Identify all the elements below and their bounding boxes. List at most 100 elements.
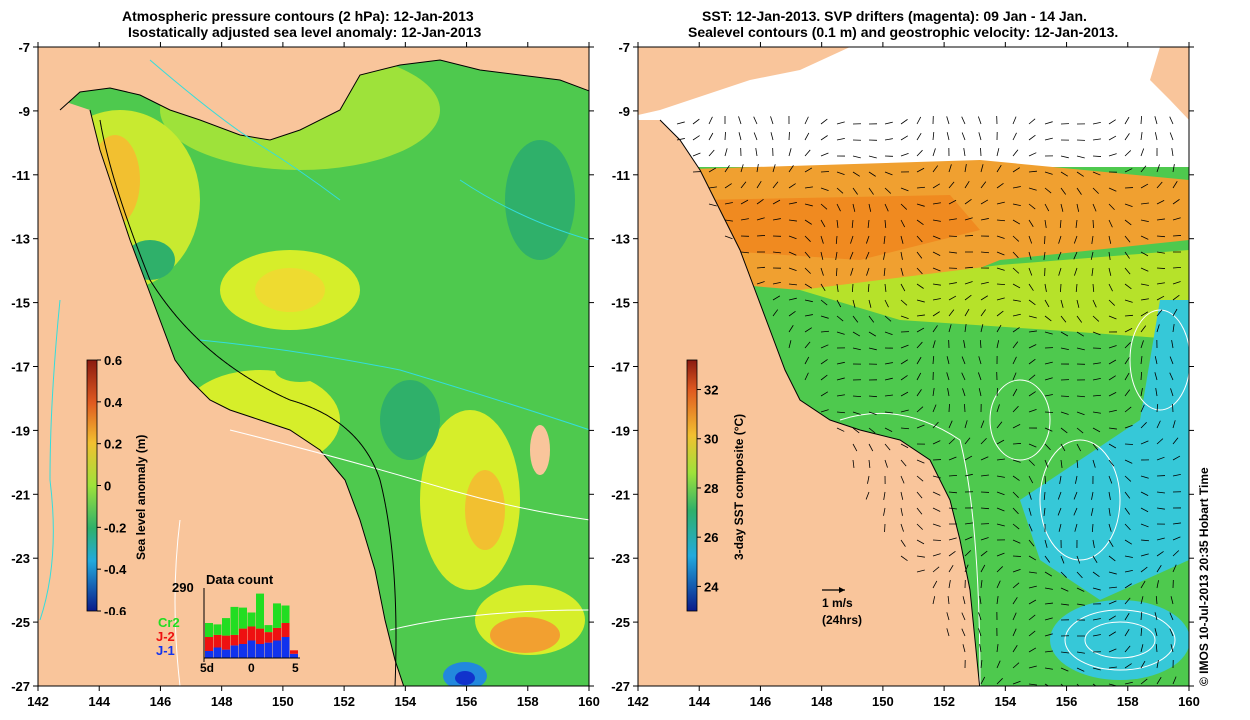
- velocity-vector: [1156, 507, 1165, 510]
- velocity-vector: [884, 411, 893, 414]
- velocity-vector: [1076, 155, 1085, 159]
- velocity-vector: [1075, 283, 1078, 293]
- velocity-vector: [964, 199, 972, 205]
- velocity-vector: [1092, 411, 1101, 414]
- velocity-vector: [724, 235, 733, 240]
- velocity-vector: [836, 361, 845, 365]
- velocity-vector: [900, 219, 906, 228]
- velocity-vector: [996, 340, 1000, 349]
- hist-bar-j2: [239, 628, 247, 644]
- velocity-vector: [916, 491, 923, 499]
- velocity-vector: [900, 459, 907, 467]
- velocity-vector: [740, 218, 749, 221]
- velocity-vector: [1012, 327, 1020, 333]
- velocity-vector: [961, 372, 966, 381]
- velocity-vector: [1154, 132, 1158, 141]
- velocity-vector: [1140, 132, 1143, 141]
- velocity-vector: [980, 474, 989, 477]
- velocity-vector: [884, 459, 888, 468]
- velocity-vector: [1108, 203, 1115, 211]
- right-lon-label: 154: [994, 694, 1016, 709]
- velocity-vector: [770, 132, 774, 141]
- velocity-vector: [1012, 507, 1019, 515]
- velocity-vector: [900, 523, 904, 532]
- velocity-vector: [1108, 666, 1117, 669]
- right-lat-label: -15: [611, 296, 630, 311]
- velocity-vector: [916, 203, 925, 207]
- velocity-vector: [1012, 267, 1020, 274]
- velocity-vector: [916, 475, 924, 482]
- right-lon-label: 150: [872, 694, 894, 709]
- velocity-vector: [1060, 395, 1070, 397]
- velocity-vector: [900, 475, 905, 484]
- velocity-vector: [1058, 267, 1062, 276]
- velocity-vector: [788, 267, 797, 272]
- velocity-vector: [772, 251, 781, 254]
- velocity-vector: [916, 424, 925, 429]
- velocity-vector: [1092, 539, 1095, 548]
- velocity-vector: [1092, 634, 1101, 637]
- velocity-vector: [964, 403, 966, 413]
- velocity-vector: [996, 219, 1006, 222]
- left-lon-label: 142: [27, 694, 49, 709]
- velocity-vector: [804, 283, 813, 289]
- right-lat-label: -25: [611, 615, 630, 630]
- hist-bar-cr2: [213, 624, 222, 635]
- velocity-vector: [961, 628, 966, 637]
- velocity-vector: [1140, 340, 1144, 349]
- velocity-vector: [1140, 267, 1149, 272]
- velocity-vector: [1092, 377, 1101, 381]
- sst-colorbar: 32 30 28 26 24: [686, 359, 719, 612]
- hist-bar-j2: [273, 627, 281, 641]
- velocity-vector: [1058, 523, 1062, 532]
- velocity-vector: [996, 475, 1005, 478]
- velocity-vector: [1060, 187, 1067, 195]
- velocity-vector: [866, 267, 870, 276]
- velocity-vector: [1108, 315, 1117, 320]
- velocity-vector: [1169, 132, 1174, 141]
- velocity-vector: [900, 409, 909, 413]
- velocity-vector: [948, 199, 957, 205]
- velocity-vector: [1076, 187, 1082, 195]
- velocity-vector: [1108, 359, 1117, 365]
- velocity-vector: [948, 474, 958, 477]
- hist-bar-j1: [264, 642, 273, 658]
- velocity-vector: [1155, 388, 1158, 397]
- velocity-vector: [883, 251, 886, 260]
- velocity-vector: [1140, 165, 1147, 173]
- velocity-vector: [900, 491, 904, 500]
- hist-bar-j1: [222, 649, 230, 658]
- velocity-vector: [740, 164, 744, 173]
- velocity-vector: [852, 331, 861, 337]
- velocity-vector: [1108, 539, 1114, 548]
- velocity-vector: [1092, 299, 1097, 308]
- left-lon-label: 148: [211, 694, 233, 709]
- velocity-vector: [980, 456, 989, 461]
- velocity-vector: [852, 395, 862, 398]
- velocity-vector: [1172, 473, 1181, 477]
- velocity-vector: [1124, 116, 1130, 125]
- velocity-vector: [1012, 116, 1017, 125]
- velocity-vector: [1060, 427, 1068, 434]
- hist-bar-j2: [290, 650, 298, 654]
- velocity-vector: [964, 217, 973, 221]
- data-count-inset: Data count 290 Cr2 J-2 J-1 -5d 0 5: [150, 568, 310, 678]
- velocity-vector: [1028, 459, 1035, 466]
- velocity-vector: [1169, 612, 1174, 621]
- velocity-vector: [1012, 680, 1021, 685]
- velocity-vector: [1172, 522, 1181, 525]
- velocity-vector: [964, 473, 973, 477]
- velocity-vector: [996, 283, 1006, 285]
- velocity-vector: [1172, 324, 1175, 333]
- velocity-vector: [948, 295, 957, 301]
- velocity-vector: [788, 251, 797, 256]
- velocity-vector: [1140, 627, 1143, 637]
- velocity-vector: [1172, 181, 1178, 189]
- velocity-vector: [1124, 523, 1131, 531]
- velocity-vector: [932, 340, 936, 349]
- velocity-vector: [1091, 267, 1094, 276]
- velocity-vector: [980, 676, 986, 685]
- velocity-vector: [1124, 459, 1133, 464]
- velocity-vector: [852, 459, 855, 468]
- velocity-vector: [708, 116, 713, 125]
